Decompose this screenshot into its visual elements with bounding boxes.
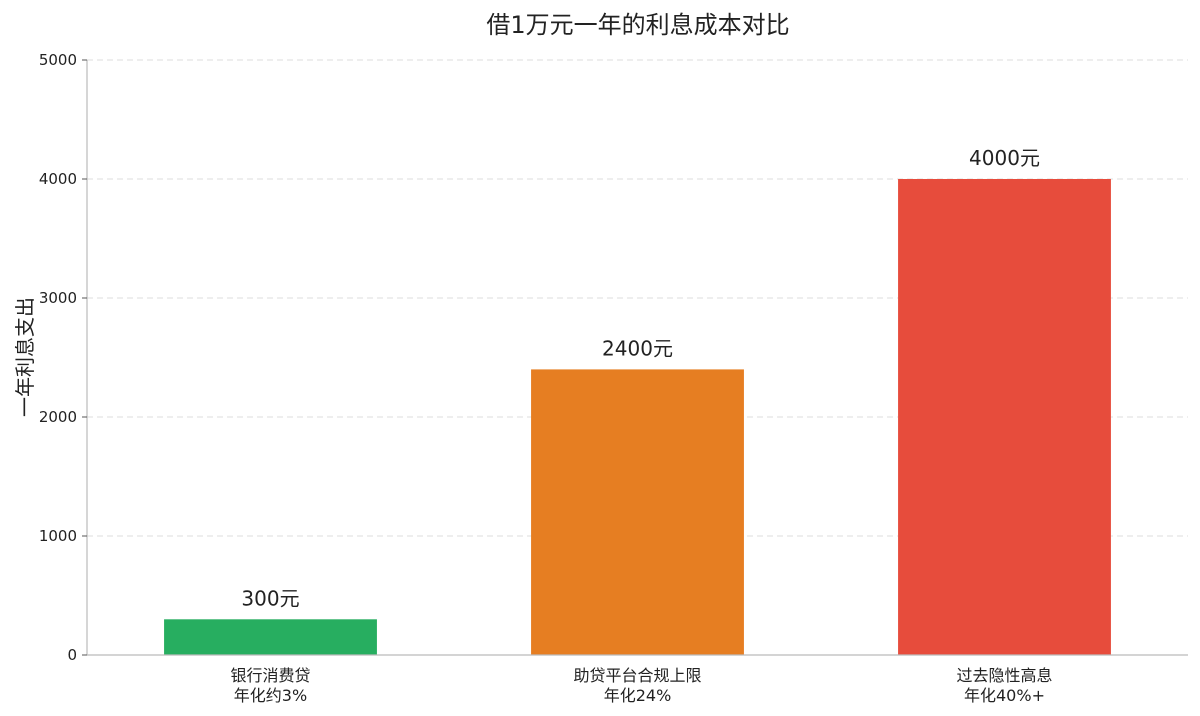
y-axis-label: 一年利息支出 <box>13 297 37 417</box>
y-tick-label: 2000 <box>39 408 77 426</box>
bars <box>164 179 1111 655</box>
bar-value-label: 2400元 <box>602 336 673 360</box>
bar <box>531 369 744 655</box>
x-tick-label: 助贷平台合规上限 <box>573 666 701 685</box>
x-tick-sublabel: 年化24% <box>604 686 672 705</box>
bar-value-label: 300元 <box>241 586 299 610</box>
x-tick-sublabel: 年化40%+ <box>964 686 1045 705</box>
y-tick-label: 0 <box>67 646 77 664</box>
bar <box>898 179 1111 655</box>
x-tick-label: 过去隐性高息 <box>956 666 1052 685</box>
y-tick-label: 1000 <box>39 527 77 545</box>
chart-title: 借1万元一年的利息成本对比 <box>486 11 789 39</box>
y-axis-ticks: 0 1000 2000 3000 4000 5000 <box>39 51 87 664</box>
y-tick-label: 3000 <box>39 289 77 307</box>
bar-value-labels: 300元 2400元 4000元 <box>241 146 1040 610</box>
bar-value-label: 4000元 <box>969 146 1040 170</box>
x-tick-label: 银行消费贷 <box>230 666 310 685</box>
bar <box>164 619 377 655</box>
y-tick-label: 4000 <box>39 170 77 188</box>
x-tick-sublabel: 年化约3% <box>234 686 307 705</box>
y-tick-label: 5000 <box>39 51 77 69</box>
